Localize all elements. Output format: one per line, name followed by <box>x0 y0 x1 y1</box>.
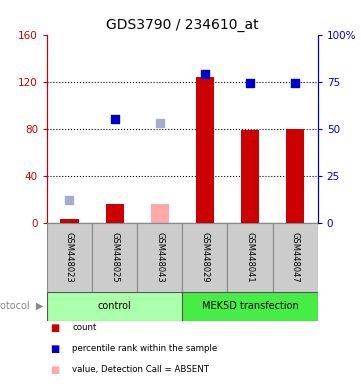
Bar <box>137 223 182 292</box>
Bar <box>196 77 214 223</box>
Text: GSM448041: GSM448041 <box>245 232 255 283</box>
Bar <box>182 223 227 292</box>
Bar <box>47 223 92 292</box>
Text: control: control <box>98 301 131 311</box>
Text: GSM448025: GSM448025 <box>110 232 119 283</box>
Bar <box>286 129 304 223</box>
Bar <box>151 204 169 223</box>
Text: protocol  ▶: protocol ▶ <box>0 301 43 311</box>
Text: ■: ■ <box>51 365 60 375</box>
Bar <box>47 292 182 321</box>
Bar <box>241 130 259 223</box>
Text: value, Detection Call = ABSENT: value, Detection Call = ABSENT <box>72 365 209 374</box>
Text: ■: ■ <box>51 323 60 333</box>
Point <box>247 80 253 86</box>
Point <box>112 116 118 122</box>
Text: MEK5D transfection: MEK5D transfection <box>201 301 299 311</box>
Text: GSM448029: GSM448029 <box>200 232 209 283</box>
Bar <box>92 223 137 292</box>
Point <box>292 80 298 86</box>
Bar <box>105 204 123 223</box>
Point <box>202 71 208 77</box>
Text: count: count <box>72 323 97 331</box>
Bar <box>61 219 79 223</box>
Text: GSM448043: GSM448043 <box>155 232 164 283</box>
Point <box>157 120 162 126</box>
Text: GSM448023: GSM448023 <box>65 232 74 283</box>
Text: GSM448047: GSM448047 <box>291 232 300 283</box>
Bar <box>273 223 318 292</box>
Text: ■: ■ <box>51 344 60 354</box>
Text: percentile rank within the sample: percentile rank within the sample <box>72 344 217 353</box>
Bar <box>182 292 318 321</box>
Title: GDS3790 / 234610_at: GDS3790 / 234610_at <box>106 18 258 32</box>
Bar <box>227 223 273 292</box>
Point <box>67 197 73 203</box>
